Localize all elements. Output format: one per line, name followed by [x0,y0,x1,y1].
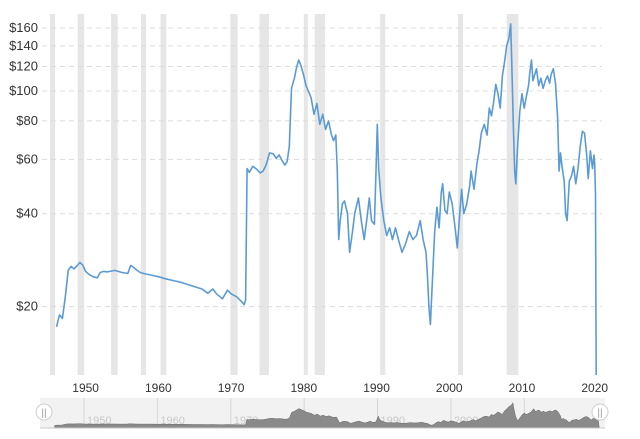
recession-band [303,14,308,375]
navigator-right-handle[interactable]: || [591,403,609,421]
x-tick-label: 1980 [290,381,317,395]
x-tick-label: 1990 [363,381,390,395]
recession-band [380,14,386,375]
series-layer [55,23,597,376]
navigator-left-handle[interactable]: || [35,403,53,421]
recession-band [50,14,56,375]
y-tick-label: $120 [9,59,38,74]
x-tick-label: 2010 [509,381,536,395]
gridlines [42,27,602,308]
y-axis-ticks: $20 $40 $60 $80 $100 $120 $140 $160 [9,20,38,314]
x-tick-label: 1950 [72,381,99,395]
recession-band [140,14,146,375]
recession-bands [50,14,519,375]
navigator-mini-series [54,402,600,429]
y-tick-label: $20 [16,299,38,314]
y-tick-label: $80 [16,113,38,128]
x-tick-label: 2020 [581,381,608,395]
recession-band [160,14,167,375]
recession-band [111,14,118,375]
x-tick-label: 1970 [218,381,245,395]
price-series-line [55,23,597,376]
left-handle-glyph: || [41,408,46,419]
recession-band [259,14,269,375]
recession-band [77,14,85,375]
y-tick-label: $100 [9,83,38,98]
recession-band [506,14,519,375]
x-axis-ticks: 1950 1960 1970 1980 1990 2000 2010 2020 [72,381,608,395]
y-tick-label: $60 [16,151,38,166]
x-tick-label: 1960 [145,381,172,395]
recession-band [314,14,325,375]
x-tick-label: 2000 [436,381,463,395]
recession-band [230,14,238,375]
right-handle-glyph: || [597,408,602,419]
y-tick-label: $40 [16,206,38,221]
y-tick-label: $140 [9,38,38,53]
y-tick-label: $160 [9,20,38,35]
